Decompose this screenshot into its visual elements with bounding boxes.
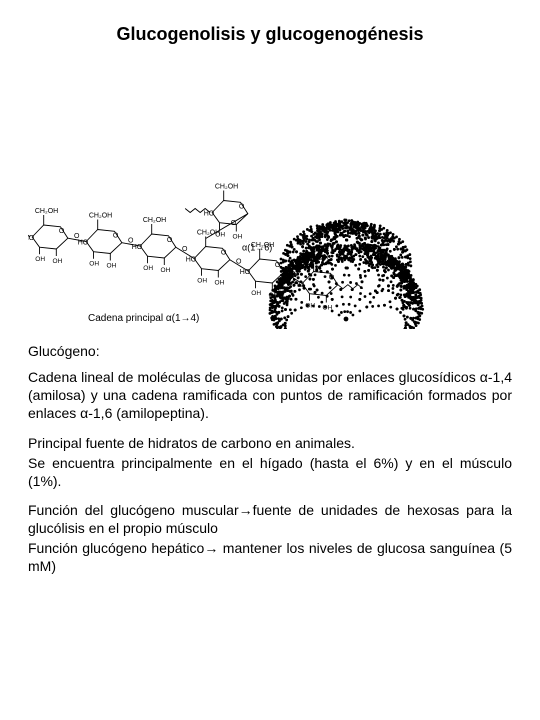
svg-text:O: O: [275, 262, 281, 269]
page-title: Glucogenolisis y glucogenogénesis: [28, 24, 512, 45]
line-hepatic: Función glucógeno hepático→ mantener los…: [28, 540, 512, 576]
svg-text:OH: OH: [89, 261, 99, 268]
svg-text:OH: OH: [269, 292, 279, 299]
svg-text:OH: OH: [35, 256, 45, 263]
svg-text:CH₂OH: CH₂OH: [89, 213, 112, 220]
svg-text:HO: HO: [240, 269, 251, 276]
svg-text:O: O: [236, 258, 242, 265]
svg-text:CH₂OH: CH₂OH: [215, 184, 238, 191]
paragraph-functions: Función del glucógeno muscular→fuente de…: [28, 502, 512, 576]
svg-text:OH: OH: [197, 278, 207, 285]
svg-text:O: O: [113, 232, 119, 239]
svg-text:O: O: [290, 271, 296, 278]
svg-text:OH: OH: [53, 258, 63, 265]
svg-text:OH: OH: [161, 267, 171, 274]
svg-text:O: O: [329, 274, 335, 281]
svg-text:OH: OH: [215, 232, 225, 239]
svg-text:O: O: [182, 246, 188, 253]
line-animals: Principal fuente de hidratos de carbono …: [28, 435, 512, 453]
svg-text:CH₂OH: CH₂OH: [143, 217, 166, 224]
svg-text:CH₂OH: CH₂OH: [305, 255, 328, 262]
svg-text:O: O: [221, 249, 227, 256]
svg-text:O: O: [59, 228, 65, 235]
svg-text:CH₂OH: CH₂OH: [35, 208, 58, 215]
svg-text:O: O: [239, 203, 245, 210]
svg-text:OH: OH: [305, 303, 315, 310]
section-heading: Glucógeno:: [28, 343, 512, 359]
paragraph-sources: Principal fuente de hidratos de carbono …: [28, 435, 512, 491]
arrow-icon: →: [204, 540, 218, 556]
arrow-icon: →: [239, 502, 253, 518]
line-muscular: Función del glucógeno muscular→fuente de…: [28, 502, 512, 538]
func-muscular-pre: Función del glucógeno muscular: [28, 502, 239, 518]
line-liver-muscle: Se encuentra principalmente en el hígado…: [28, 455, 512, 491]
svg-text:O: O: [128, 237, 134, 244]
svg-text:OH: OH: [215, 280, 225, 287]
glycogen-figure: O CH₂OH HO OH OH O CH₂OH HO OH OH O O CH₂OH HO OH OH O O C…: [28, 59, 512, 329]
svg-text:OH: OH: [233, 234, 243, 241]
svg-text:OH: OH: [323, 305, 333, 312]
svg-text:HO: HO: [186, 257, 197, 264]
svg-text:OH: OH: [251, 290, 261, 297]
svg-text:O: O: [231, 220, 237, 227]
svg-text:Cadena principal α(1→4): Cadena principal α(1→4): [88, 313, 199, 324]
svg-text:OH: OH: [143, 265, 153, 272]
paragraph-definition: Cadena lineal de moléculas de glucosa un…: [28, 369, 512, 423]
func-hepatic-pre: Función glucógeno hepático: [28, 540, 204, 556]
svg-text:OH: OH: [107, 263, 117, 270]
svg-text:O: O: [167, 237, 173, 244]
svg-text:α(1→6): α(1→6): [242, 243, 272, 253]
svg-text:O: O: [74, 233, 80, 240]
svg-text:HO: HO: [294, 282, 305, 289]
